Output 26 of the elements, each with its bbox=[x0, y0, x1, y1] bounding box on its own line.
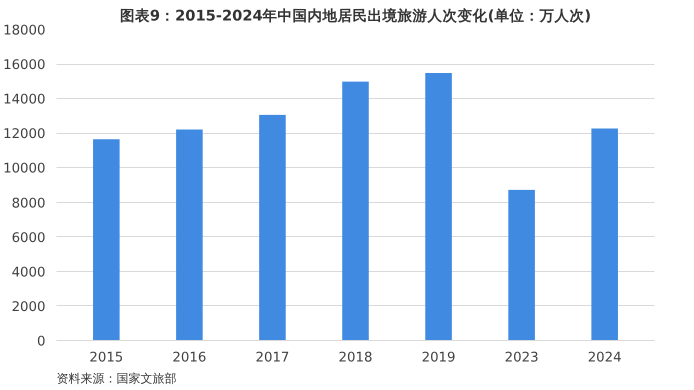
x-tick-label: 2024 bbox=[588, 350, 622, 366]
bar bbox=[425, 73, 452, 340]
bar bbox=[176, 130, 203, 340]
y-tick-label: 2000 bbox=[12, 300, 46, 315]
y-tick-label: 18000 bbox=[3, 24, 46, 38]
x-tick-label: 2018 bbox=[338, 350, 372, 366]
x-tick-label: 2017 bbox=[255, 350, 290, 366]
y-tick-label: 4000 bbox=[12, 265, 46, 280]
bar bbox=[342, 82, 369, 340]
y-tick-label: 8000 bbox=[12, 196, 46, 212]
bar bbox=[508, 190, 535, 340]
bar bbox=[591, 128, 618, 340]
bar bbox=[259, 114, 286, 340]
chart-title: 图表9：2015-2024年中国内地居民出境旅游人次变化(单位：万人次) bbox=[120, 6, 592, 24]
y-tick-label: 14000 bbox=[3, 92, 46, 108]
x-tick-label: 2015 bbox=[89, 350, 124, 366]
y-tick-label: 16000 bbox=[3, 58, 46, 74]
x-tick-label: 2016 bbox=[172, 350, 206, 366]
y-tick-label: 6000 bbox=[12, 230, 46, 246]
y-tick-label: 0 bbox=[37, 334, 46, 350]
text: 资料来源：国家文旅部 bbox=[56, 372, 176, 386]
x-tick-label: 2019 bbox=[422, 350, 456, 366]
y-tick-label: 10000 bbox=[3, 162, 46, 177]
bar bbox=[93, 139, 120, 340]
y-tick-label: 12000 bbox=[3, 127, 46, 142]
x-tick-label: 2023 bbox=[504, 350, 539, 366]
